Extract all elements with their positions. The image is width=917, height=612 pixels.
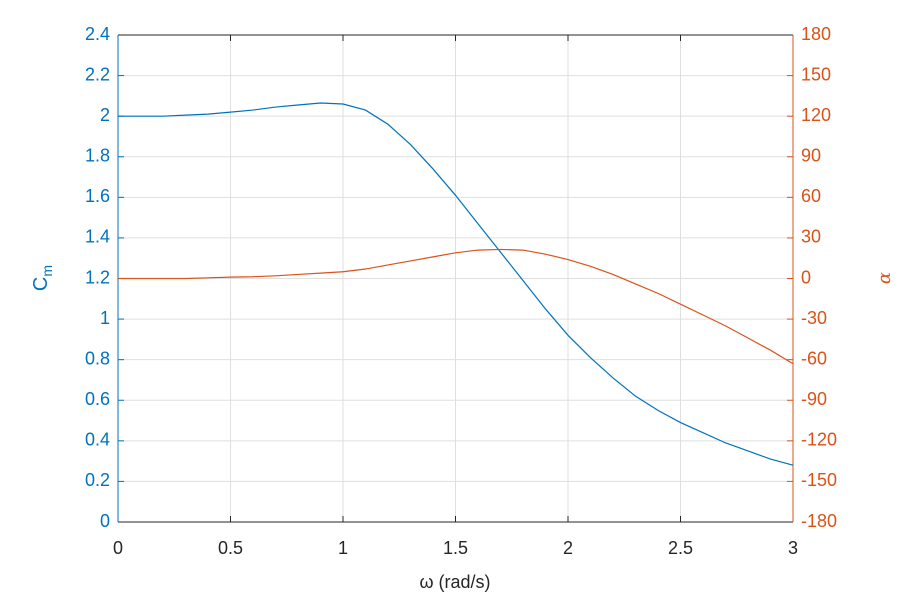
y2-tick-label: 60: [801, 186, 821, 206]
y-tick-label: 0.2: [85, 470, 110, 490]
x-tick-label: 3: [788, 538, 798, 558]
y-tick-label: 2: [100, 105, 110, 125]
y-tick-label: 2.2: [85, 64, 110, 84]
y2-tick-label: -120: [801, 430, 837, 450]
data-line: [118, 248, 794, 365]
x-tick-label: 2.5: [668, 538, 693, 558]
y-tick-label: 1.2: [85, 267, 110, 287]
y-tick-label: 1: [100, 308, 110, 328]
y2-tick-label: 0: [801, 267, 811, 287]
y2-tick-label: 150: [801, 64, 831, 84]
y2-tick-label: 120: [801, 105, 831, 125]
y2-tick-label: 90: [801, 146, 821, 166]
y2-tick-label: -30: [801, 308, 827, 328]
x-tick-label: 1: [338, 538, 348, 558]
y-axis-label-main: C: [30, 277, 52, 291]
x-tick-label: 2: [563, 538, 573, 558]
y-axis-label: Cm: [30, 265, 54, 291]
y2-tick-label: -90: [801, 389, 827, 409]
y2-axis-label: α: [874, 272, 895, 284]
x-axis-label: ω (rad/s): [419, 572, 490, 592]
x-tick-label: 0.5: [218, 538, 243, 558]
y-tick-label: 0.6: [85, 389, 110, 409]
y-axis-label-sub: m: [39, 265, 55, 277]
y-tick-label: 1.6: [85, 186, 110, 206]
x-tick-label: 1.5: [443, 538, 468, 558]
y-tick-label: 0: [100, 511, 110, 531]
y2-tick-label: 180: [801, 24, 831, 44]
y-tick-label: 1.4: [85, 227, 110, 247]
y2-tick-label: 30: [801, 227, 821, 247]
y-tick-label: 0.4: [85, 430, 110, 450]
y2-tick-label: -150: [801, 470, 837, 490]
x-tick-label: 0: [113, 538, 123, 558]
data-line: [118, 102, 794, 466]
y-tick-label: 0.8: [85, 348, 110, 368]
y-tick-label: 1.8: [85, 146, 110, 166]
y2-tick-label: -180: [801, 511, 837, 531]
y2-tick-label: -60: [801, 348, 827, 368]
y-tick-label: 2.4: [85, 24, 110, 44]
